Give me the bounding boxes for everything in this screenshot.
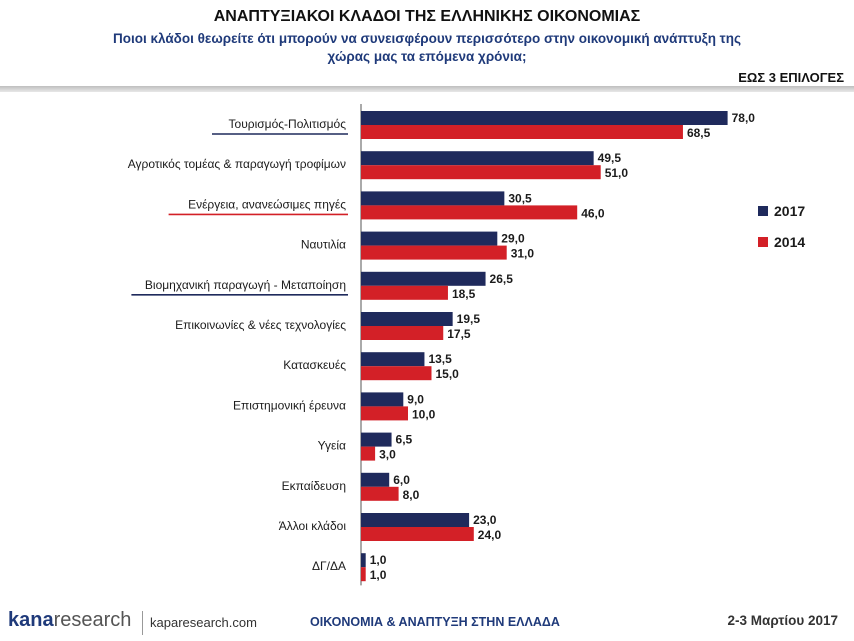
data-label-2014: 51,0 [605, 166, 629, 180]
legend-label-2017: 2017 [774, 203, 805, 219]
bar-2017 [361, 231, 498, 246]
bar-2014 [361, 446, 376, 461]
footer-topic: ΟΙΚΟΝΟΜΙΑ & ΑΝΑΠΤΥΞΗ ΣΤΗΝ ΕΛΛΑΔΑ [310, 615, 560, 629]
data-label-2017: 29,0 [501, 232, 525, 246]
category-label: Υγεία [318, 439, 346, 453]
category-label: Αγροτικός τομέας & παραγωγή τροφίμων [128, 157, 346, 171]
category-label: Επικοινωνίες & νέες τεχνολογίες [175, 318, 346, 332]
category-label: ΔΓ/ΔΑ [312, 559, 346, 573]
data-label-2014: 15,0 [436, 367, 460, 381]
legend-label-2014: 2014 [774, 234, 805, 250]
data-label-2017: 13,5 [428, 352, 452, 366]
data-label-2017: 6,0 [393, 473, 410, 487]
bar-2017 [361, 553, 366, 568]
bar-2017 [361, 312, 453, 326]
category-label: Κατασκευές [283, 358, 346, 372]
category-label: Τουρισμός-Πολιτισμός [229, 117, 347, 131]
bar-2014 [361, 245, 507, 260]
data-label-2017: 1,0 [370, 553, 387, 567]
kapa-research-logo: kanaresearch [8, 609, 132, 631]
bar-2017 [361, 271, 486, 286]
choice-limit-badge: ΕΩΣ 3 ΕΠΙΛΟΓΕΣ [738, 70, 844, 85]
data-label-2017: 78,0 [732, 111, 756, 125]
chart-title: ΑΝΑΠΤΥΞΙΑΚΟΙ ΚΛΑΔΟΙ ΤΗΣ ΕΛΛΗΝΙΚΗΣ ΟΙΚΟΝΟ… [213, 8, 641, 25]
bar-2017 [361, 191, 505, 206]
category-label: Άλλοι κλάδοι [279, 519, 347, 533]
data-label-2017: 19,5 [457, 312, 481, 326]
bar-2017 [361, 392, 404, 407]
category-label: Βιομηχανική παραγωγή - Μεταποίηση [145, 278, 346, 292]
data-label-2014: 31,0 [511, 247, 535, 261]
chart-subtitle: Ποιοι κλάδοι θεωρείτε ότι μπορούν να συν… [113, 31, 741, 64]
data-label-2014: 18,5 [452, 287, 476, 301]
category-label: Ναυτιλία [301, 238, 346, 252]
data-label-2014: 10,0 [412, 407, 436, 421]
data-label-2017: 6,5 [396, 433, 413, 447]
data-label-2014: 24,0 [478, 528, 502, 542]
data-label-2014: 8,0 [403, 488, 420, 502]
footer: kanaresearch kaparesearch.com ΟΙΚΟΝΟΜΙΑ … [0, 603, 854, 641]
data-label-2014: 17,5 [447, 327, 471, 341]
category-label: Επιστημονική έρευνα [233, 398, 346, 412]
bar-2014 [361, 165, 601, 180]
bar-chart: Τουρισμός-Πολιτισμός 78,0 68,5 Αγροτικός το… [128, 104, 805, 586]
header-divider [0, 86, 854, 92]
data-label-2014: 1,0 [370, 568, 387, 582]
data-label-2017: 30,5 [508, 191, 532, 205]
data-label-2017: 49,5 [598, 151, 622, 165]
bar-2014 [361, 567, 366, 582]
bar-2017 [361, 151, 594, 166]
bar-2014 [361, 406, 408, 421]
bar-2014 [361, 285, 448, 300]
data-label-2017: 9,0 [407, 392, 424, 406]
bar-2017 [361, 513, 470, 527]
category-label: Εκπαίδευση [282, 479, 346, 493]
footer-date: 2-3 Μαρτίου 2017 [727, 613, 838, 628]
data-label-2017: 23,0 [473, 513, 497, 527]
bar-2017 [361, 472, 390, 487]
bar-2017 [361, 432, 392, 447]
footer-separator [142, 611, 143, 635]
bar-2014 [361, 125, 683, 139]
bar-2014 [361, 366, 432, 381]
data-label-2014: 68,5 [687, 126, 711, 140]
bar-2014 [361, 326, 444, 340]
data-label-2014: 46,0 [581, 206, 605, 220]
footer-site-link[interactable]: kaparesearch.com [150, 615, 257, 630]
category-label: Ενέργεια, ανανεώσιμες πηγές [188, 197, 346, 211]
legend-swatch-2014 [758, 237, 768, 247]
data-label-2014: 3,0 [379, 448, 396, 462]
bar-2014 [361, 205, 578, 220]
bar-2017 [361, 111, 728, 125]
bar-2014 [361, 527, 474, 541]
bar-2017 [361, 352, 425, 367]
bar-2014 [361, 486, 399, 501]
data-label-2017: 26,5 [490, 272, 514, 286]
legend-swatch-2017 [758, 206, 768, 216]
